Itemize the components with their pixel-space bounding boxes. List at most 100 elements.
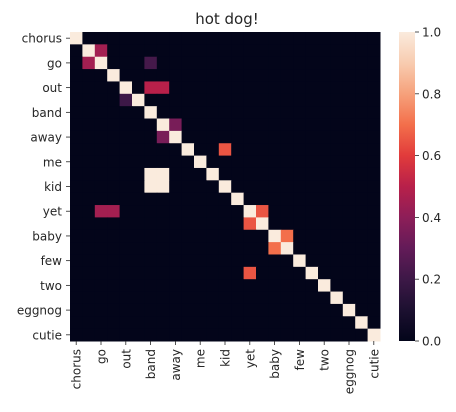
heatmap-cell (181, 93, 195, 107)
heatmap-cell (280, 180, 294, 194)
heatmap-cell (94, 266, 108, 280)
heatmap-cell (107, 242, 121, 255)
heatmap-cell (318, 56, 331, 70)
heatmap-cell (305, 118, 319, 132)
heatmap-cell (94, 328, 108, 342)
heatmap-cell (330, 242, 344, 255)
heatmap-cell (231, 205, 245, 218)
heatmap-cell (70, 242, 83, 255)
heatmap-cell (181, 56, 195, 70)
heatmap-cell (144, 143, 158, 157)
heatmap-cell (194, 279, 207, 293)
heatmap-cell (194, 143, 207, 157)
heatmap-cell (194, 93, 207, 107)
heatmap-cell (82, 32, 96, 45)
heatmap-cell (132, 192, 145, 206)
heatmap-cell (107, 56, 121, 70)
heatmap-cell (256, 229, 269, 243)
heatmap-cell (280, 106, 294, 120)
heatmap-cell (107, 44, 121, 58)
heatmap-cell (367, 192, 381, 206)
heatmap-cell (330, 56, 344, 70)
heatmap-cell (169, 32, 183, 45)
heatmap-cell (119, 130, 133, 144)
heatmap-cell (268, 155, 282, 169)
heatmap-cell (268, 303, 282, 317)
heatmap-cell (156, 303, 170, 317)
heatmap-cell (243, 143, 257, 157)
heatmap-cell (280, 93, 294, 107)
heatmap-cell (318, 44, 331, 58)
heatmap-cell (169, 205, 183, 218)
heatmap-cell (318, 118, 331, 132)
heatmap-cell (181, 155, 195, 169)
heatmap-cell (94, 155, 108, 169)
heatmap-cell (206, 254, 220, 268)
heatmap-cell (256, 316, 269, 330)
heatmap-cell (305, 279, 319, 293)
heatmap-cell (206, 81, 220, 95)
heatmap-cell (355, 229, 369, 243)
heatmap-cell (82, 229, 96, 243)
heatmap-cell (132, 143, 145, 157)
heatmap-cell (107, 316, 121, 330)
heatmap-cell (107, 217, 121, 231)
heatmap-cell (119, 229, 133, 243)
heatmap-cell (181, 81, 195, 95)
heatmap-cell (268, 217, 282, 231)
heatmap-cell (243, 93, 257, 107)
heatmap-cell (330, 328, 344, 342)
heatmap-cell (107, 205, 121, 218)
heatmap-cell (243, 32, 257, 45)
heatmap-cell (355, 217, 369, 231)
heatmap-cell (206, 32, 220, 45)
heatmap-cell (181, 205, 195, 218)
heatmap-cell (367, 44, 381, 58)
heatmap-cell (169, 81, 183, 95)
x-tick-label: kid (219, 349, 233, 367)
heatmap-cell (70, 229, 83, 243)
heatmap-cell (107, 291, 121, 305)
heatmap-cell (293, 155, 307, 169)
heatmap-cell (70, 192, 83, 206)
heatmap-cell (305, 217, 319, 231)
heatmap-cell (305, 44, 319, 58)
heatmap-cell (256, 32, 269, 45)
heatmap-cell (231, 106, 245, 120)
heatmap-cell (144, 192, 158, 206)
heatmap-cell (169, 254, 183, 268)
y-tick-label: few (41, 254, 63, 268)
heatmap-cell (342, 143, 356, 157)
heatmap-cell (243, 279, 257, 293)
heatmap-cell (156, 254, 170, 268)
heatmap-cell (231, 81, 245, 95)
heatmap-cell (355, 118, 369, 132)
heatmap-cell (119, 106, 133, 120)
heatmap-cell (194, 229, 207, 243)
heatmap-cell (342, 32, 356, 45)
heatmap-cell (119, 56, 133, 70)
heatmap-cell (243, 254, 257, 268)
heatmap-cell (293, 217, 307, 231)
heatmap-cell (305, 328, 319, 342)
heatmap-cell (367, 143, 381, 157)
heatmap-cell (132, 279, 145, 293)
heatmap-cell (268, 242, 282, 255)
heatmap-cell (119, 180, 133, 194)
heatmap-cell (355, 167, 369, 181)
heatmap-cell (231, 242, 245, 255)
heatmap-cell (194, 81, 207, 95)
heatmap-cell (107, 32, 121, 45)
heatmap-cell (243, 130, 257, 144)
heatmap-cell (169, 217, 183, 231)
heatmap-cell (70, 316, 83, 330)
heatmap-cell (256, 266, 269, 280)
x-tick-label: two (318, 349, 332, 371)
heatmap-cell (330, 167, 344, 181)
heatmap-cell (119, 266, 133, 280)
heatmap-cell (144, 316, 158, 330)
heatmap-cell (318, 155, 331, 169)
heatmap-cell (206, 328, 220, 342)
heatmap-cell (231, 254, 245, 268)
heatmap-cell (305, 56, 319, 70)
